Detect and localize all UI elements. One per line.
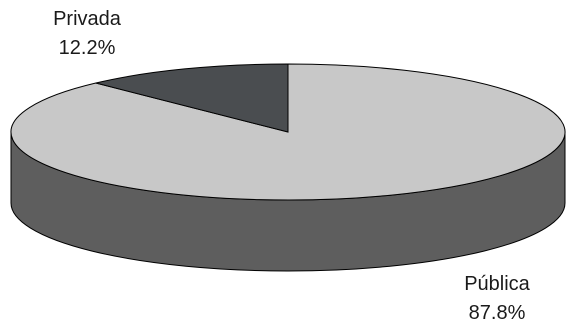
label-publica: Pública bbox=[464, 273, 530, 295]
value-label-publica: 87.8% bbox=[469, 302, 526, 323]
label-privada: Privada bbox=[53, 8, 122, 30]
pie-slice-privada bbox=[95, 63, 289, 133]
value-label-privada: 12.2% bbox=[59, 37, 116, 59]
